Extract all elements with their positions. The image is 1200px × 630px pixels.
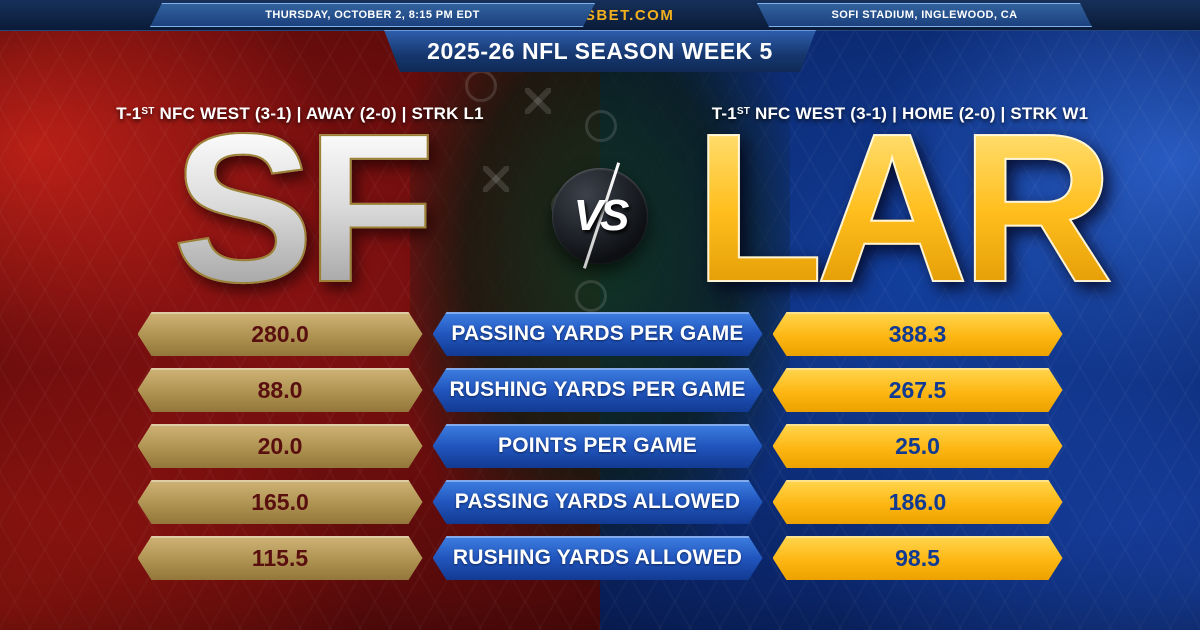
home-stat-value: 25.0 <box>773 424 1063 468</box>
away-stat-value: 165.0 <box>138 480 423 524</box>
venue-ribbon: SOFI STADIUM, INGLEWOOD, CA <box>757 3 1092 27</box>
matchup-title-banner: 2025-26 NFL SEASON WEEK 5 <box>384 30 816 72</box>
venue-name: SOFI STADIUM, INGLEWOOD, CA <box>831 9 1018 21</box>
stat-label: PASSING YARDS PER GAME <box>433 312 763 356</box>
away-stat-value: 115.5 <box>138 536 423 580</box>
stat-row: 165.0 PASSING YARDS ALLOWED 186.0 <box>138 480 1063 524</box>
stat-row: 115.5 RUSHING YARDS ALLOWED 98.5 <box>138 536 1063 580</box>
game-datetime-ribbon: THURSDAY, OCTOBER 2, 8:15 PM EDT <box>150 3 595 27</box>
home-team-abbr: LAR <box>600 101 1200 315</box>
matchup-title: 2025-26 NFL SEASON WEEK 5 <box>427 37 773 64</box>
home-stat-value: 267.5 <box>773 368 1063 412</box>
stat-label: RUSHING YARDS PER GAME <box>433 368 763 412</box>
stat-row: 20.0 POINTS PER GAME 25.0 <box>138 424 1063 468</box>
stat-row: 280.0 PASSING YARDS PER GAME 388.3 <box>138 312 1063 356</box>
game-datetime: THURSDAY, OCTOBER 2, 8:15 PM EDT <box>265 9 480 21</box>
field-o-marker <box>465 70 497 102</box>
stats-comparison-table: 280.0 PASSING YARDS PER GAME 388.3 88.0 … <box>0 312 1200 580</box>
vs-badge: VS <box>552 162 648 270</box>
away-stat-value: 88.0 <box>138 368 423 412</box>
stat-row: 88.0 RUSHING YARDS PER GAME 267.5 <box>138 368 1063 412</box>
stat-label: POINTS PER GAME <box>433 424 763 468</box>
home-stat-value: 98.5 <box>773 536 1063 580</box>
away-stat-value: 280.0 <box>138 312 423 356</box>
away-stat-value: 20.0 <box>138 424 423 468</box>
vs-label: VS <box>573 191 630 240</box>
stat-label: PASSING YARDS ALLOWED <box>433 480 763 524</box>
home-stat-value: 186.0 <box>773 480 1063 524</box>
home-stat-value: 388.3 <box>773 312 1063 356</box>
stat-label: RUSHING YARDS ALLOWED <box>433 536 763 580</box>
away-team-abbr: SF <box>0 101 600 315</box>
